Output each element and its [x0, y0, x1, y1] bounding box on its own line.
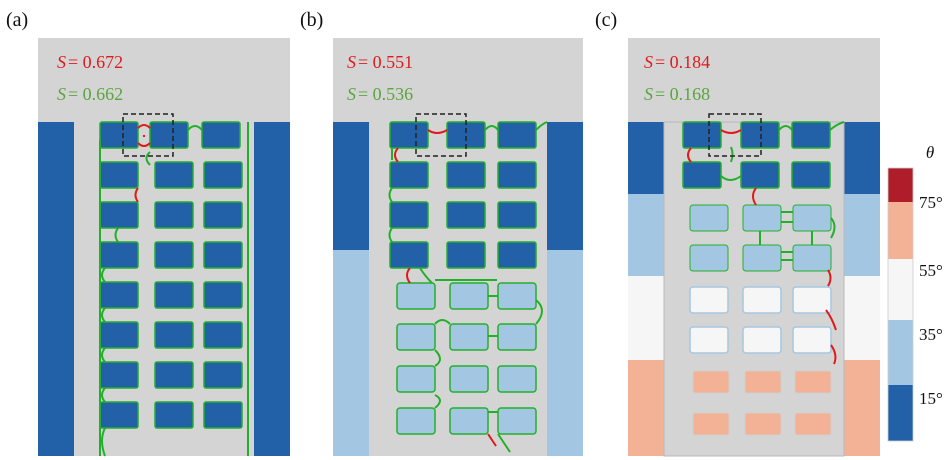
- panel-c-right-wall-light: [844, 194, 880, 276]
- panel-c-s-green: S = 0.168: [644, 84, 710, 104]
- colorbar-frame: [887, 167, 914, 442]
- panel-c-left-wall-dark: [628, 122, 664, 194]
- colorbar-tick-55: 55°: [919, 261, 943, 280]
- panel-c-left-wall-salmon: [628, 360, 664, 456]
- panel-b-red-hinges: [394, 129, 497, 447]
- panel-a-label: (a): [6, 9, 28, 31]
- panel-a-green-hinges: [99, 122, 249, 457]
- panel-c-highlight-box: [708, 113, 762, 157]
- panel-b-highlight-box: [415, 113, 467, 157]
- panel-c-blocks-dark: [682, 121, 831, 189]
- colorbar-band-2: [888, 202, 913, 259]
- panel-c-label: (c): [595, 9, 617, 31]
- colorbar: θ 75° 55° 35° 15°: [887, 143, 943, 442]
- panel-b-green-hinges: [388, 121, 548, 453]
- colorbar-band-4: [888, 320, 913, 385]
- panel-a-red-hinges: [134, 124, 151, 203]
- panel-c-blocks-salmon: [692, 370, 832, 436]
- panel-a-right-wall: [254, 122, 290, 456]
- colorbar-title: θ: [926, 143, 934, 162]
- panel-b-left-wall-top: [333, 122, 369, 250]
- panel-c-green-hinges: [720, 121, 845, 261]
- panel-c-red-hinges: [687, 129, 837, 365]
- panel-b-s-green: S = 0.536: [347, 84, 413, 104]
- panel-b-blocks-light: [396, 282, 537, 435]
- panel-c-left-wall-light: [628, 194, 664, 276]
- panel-c-right-wall-salmon: [844, 360, 880, 456]
- panel-b-right-wall-bottom: [547, 250, 583, 456]
- colorbar-tick-75: 75°: [919, 193, 943, 212]
- panel-b: (b) S = 0.551 S = 0.536: [300, 9, 583, 456]
- panel-c-left-wall-white: [628, 276, 664, 360]
- panel-b-left-wall-bottom: [333, 250, 369, 456]
- panel-b-label: (b): [300, 9, 323, 31]
- panel-c: (c) S = 0.184 S = 0.168: [595, 9, 880, 457]
- panel-a-left-wall: [38, 122, 74, 456]
- panel-b-blocks-dark: [389, 121, 537, 269]
- panel-c-right-wall-dark: [844, 122, 880, 194]
- panel-b-s-red: S = 0.551: [347, 52, 413, 72]
- panel-a: (a) S = 0.672 S = 0.662: [6, 9, 290, 457]
- colorbar-band-3: [888, 259, 913, 320]
- panel-a-s-red: S = 0.672: [57, 52, 123, 72]
- panel-c-blocks-light: [689, 204, 832, 272]
- colorbar-band-1: [888, 168, 913, 202]
- panel-b-right-wall-top: [547, 122, 583, 250]
- panel-c-right-wall-white: [844, 276, 880, 360]
- panel-c-s-red: S = 0.184: [644, 52, 710, 72]
- colorbar-band-5: [888, 385, 913, 441]
- panel-c-blocks-white: [689, 286, 832, 354]
- panel-a-blocks: [99, 121, 243, 429]
- colorbar-tick-15: 15°: [919, 389, 943, 408]
- panel-a-s-green: S = 0.662: [57, 84, 123, 104]
- colorbar-tick-35: 35°: [919, 325, 943, 344]
- panel-a-highlight-box: [122, 113, 174, 157]
